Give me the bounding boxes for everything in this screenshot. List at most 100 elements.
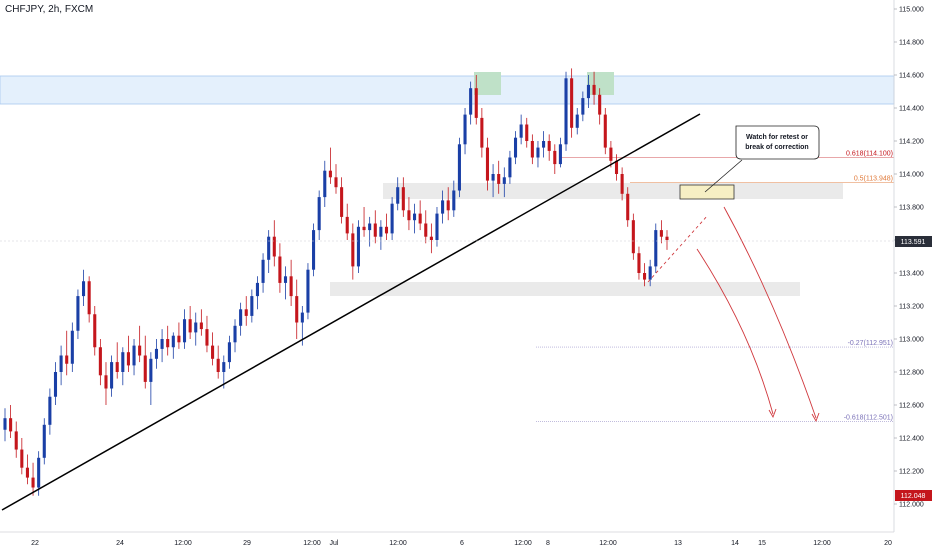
fib-label: 0.5(113.948) (854, 176, 893, 183)
candle-body (132, 345, 136, 366)
y-tick-label: 115.000 (899, 7, 924, 14)
current-price-flag (895, 236, 932, 247)
last-low-flag (895, 490, 932, 501)
y-tick-label: 113.000 (899, 337, 924, 344)
y-tick-label: 114.400 (899, 106, 924, 113)
callout-pointer (704, 159, 743, 193)
x-tick-label: 29 (243, 540, 251, 547)
candle-body (390, 203, 394, 234)
y-tick-label: 112.000 (899, 502, 924, 509)
y-tick-label: 114.200 (899, 139, 924, 146)
candle-body (227, 342, 231, 363)
candle-body (244, 309, 248, 316)
candle-body (609, 147, 613, 161)
candle-body (267, 236, 271, 260)
candle-body (575, 114, 579, 128)
x-tick-label: 8 (546, 540, 550, 547)
candle-body (205, 329, 209, 346)
candle-body (110, 362, 114, 389)
y-tick-label: 113.200 (899, 304, 924, 311)
candle-body (328, 170, 332, 178)
callout-line-1: Watch for retest or (746, 134, 808, 141)
x-tick-label: 14 (731, 540, 739, 547)
candle-body (491, 174, 495, 181)
candle-body (665, 236, 669, 240)
y-tick-label: 114.000 (899, 172, 924, 179)
top-marker-right (587, 72, 614, 95)
candle-body (564, 78, 568, 145)
x-tick-label: 12:00 (514, 540, 532, 547)
x-tick-label: 24 (116, 540, 124, 547)
candle-body (513, 137, 518, 158)
trendline (1, 113, 701, 511)
candle-body (586, 84, 591, 99)
candle-body (216, 358, 220, 372)
candle-body (542, 141, 546, 148)
candle-body (59, 355, 63, 372)
candle-body (289, 276, 293, 297)
fib-levels: 0.618(114.100) 0.5(113.948) -0.27(112.951)… (536, 151, 894, 422)
candle-body (20, 449, 24, 468)
candle-body (356, 226, 360, 267)
candle-body (519, 124, 523, 138)
x-tick-label: 12:00 (599, 540, 617, 547)
candle-body (508, 157, 512, 178)
candle-body (637, 253, 641, 273)
projection-path-1 (696, 248, 774, 415)
candle-body (553, 150, 557, 165)
candle-body (81, 281, 86, 297)
retest-box (679, 184, 735, 200)
candle-body (463, 114, 467, 145)
candle-body (48, 396, 52, 425)
candle-body (614, 160, 619, 174)
candle-body (31, 477, 35, 488)
candle-body (536, 147, 540, 158)
candle-body (312, 230, 316, 270)
candle-body (233, 325, 237, 343)
resistance-zone (0, 75, 895, 105)
x-tick-label: 13 (674, 540, 682, 547)
x-tick-label: Jul (330, 540, 339, 547)
candle-body (648, 266, 652, 280)
x-tick-label: 12:00 (303, 540, 321, 547)
candle-body (149, 358, 153, 382)
candle-body (317, 197, 321, 231)
candle-body (70, 330, 74, 364)
candle-body (87, 281, 91, 315)
candle-body (126, 352, 130, 366)
candle-body (654, 230, 658, 267)
candle-body (295, 296, 299, 323)
candle-body (104, 375, 108, 389)
candle-body (480, 117, 484, 148)
candle-body (76, 296, 80, 331)
x-tick-label: 12:00 (813, 540, 831, 547)
candle-body (452, 190, 456, 211)
callout-line-2: break of correction (745, 144, 808, 151)
candle-body (272, 236, 276, 257)
candle-body (14, 431, 18, 450)
candle-body (42, 424, 46, 458)
candle-body (115, 362, 119, 372)
candle-body (643, 273, 647, 280)
candle-body (570, 78, 574, 128)
candle-body (620, 174, 624, 194)
candle-body (98, 347, 102, 376)
callout-box (735, 125, 820, 160)
candle-body (351, 233, 355, 267)
y-tick-label: 112.600 (899, 403, 924, 410)
candle-body (340, 187, 344, 217)
candle-body (143, 355, 147, 382)
candle-body (278, 256, 282, 283)
x-axis: 22 24 12:00 29 12:00 Jul 12:00 6 12:00 8 12:00 13 14… (31, 540, 892, 547)
x-tick-label: 20 (884, 540, 892, 547)
candle-body (502, 177, 506, 184)
candles (3, 68, 669, 496)
candle-body (53, 372, 58, 397)
symbol-label: CHFJPY, 2h, FXCM (5, 4, 94, 15)
candle-body (626, 193, 630, 221)
candle-body (525, 124, 529, 141)
candle-body (530, 141, 534, 158)
candle-body (581, 98, 585, 115)
